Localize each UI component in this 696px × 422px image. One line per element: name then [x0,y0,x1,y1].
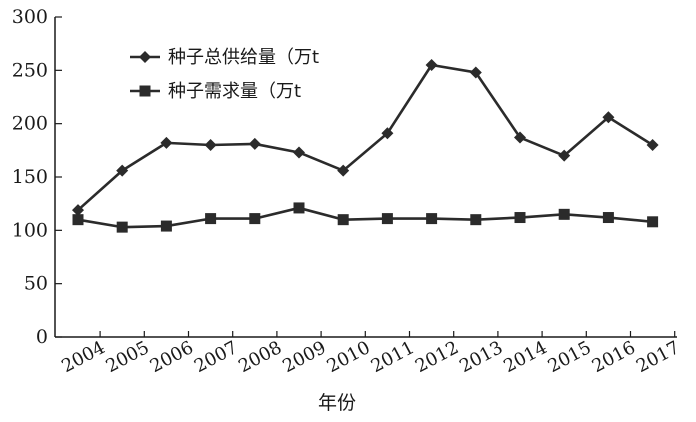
x-tick-label: 2007 [191,337,241,377]
data-point [293,202,305,214]
x-axis-title: 年份 [318,392,356,414]
x-tick-label: 2014 [500,337,550,377]
data-point [514,131,526,144]
series-2 [72,202,659,233]
data-point [337,214,349,226]
x-tick-label: 2011 [368,337,418,377]
data-point [602,111,615,124]
x-tick-label: 2005 [102,337,152,377]
data-point [469,66,482,79]
data-point [425,59,438,71]
y-axis-ticks: 0 50 100 150 200 250 300 [12,6,62,348]
legend-marker [139,85,151,97]
data-point [381,213,393,225]
legend-label: 种子总供给量（万t [168,47,319,68]
x-tick-label: 2009 [279,337,329,377]
series-layer [72,59,659,233]
y-tick-label: 150 [12,166,48,188]
data-point [602,212,614,224]
data-point [381,127,394,140]
x-axis-ticks: 2004200520062007200820092010201120122013… [58,331,683,377]
data-point [470,214,482,226]
data-point [558,149,571,162]
data-point [293,146,305,159]
data-point [204,139,217,151]
data-point [426,213,438,225]
y-tick-label: 50 [24,273,48,295]
data-point [116,221,128,233]
x-tick-label: 2004 [58,337,108,377]
x-tick-label: 2006 [147,337,197,377]
x-tick-label: 2017 [633,337,683,377]
y-tick-label: 0 [36,326,48,348]
data-point [116,164,129,177]
data-point [514,212,526,224]
x-tick-label: 2016 [589,337,639,377]
y-tick-label: 100 [12,219,48,241]
data-point [558,208,570,220]
data-point [160,220,172,232]
y-tick-label: 200 [12,113,48,135]
data-point [248,137,261,150]
axes [54,17,677,338]
y-tick-label: 250 [12,59,48,81]
x-tick-label: 2015 [544,337,594,377]
data-point [337,164,350,177]
legend-marker [139,51,151,63]
data-point [249,213,261,225]
data-point [72,204,84,217]
data-point [72,214,84,226]
series-1 [72,59,659,217]
x-tick-label: 2010 [323,337,373,377]
series-line [77,63,654,212]
x-tick-label: 2008 [235,337,285,377]
data-point [160,136,173,149]
y-tick-label: 300 [12,6,48,28]
legend-label: 种子需求量（万t [168,81,301,102]
data-point [647,216,659,228]
x-tick-label: 2012 [412,337,462,377]
legend: 种子总供给量（万t 种子需求量（万t [130,47,319,102]
data-point [646,139,659,151]
series-line [77,206,653,229]
data-point [205,213,217,225]
x-tick-label: 2013 [456,337,506,377]
